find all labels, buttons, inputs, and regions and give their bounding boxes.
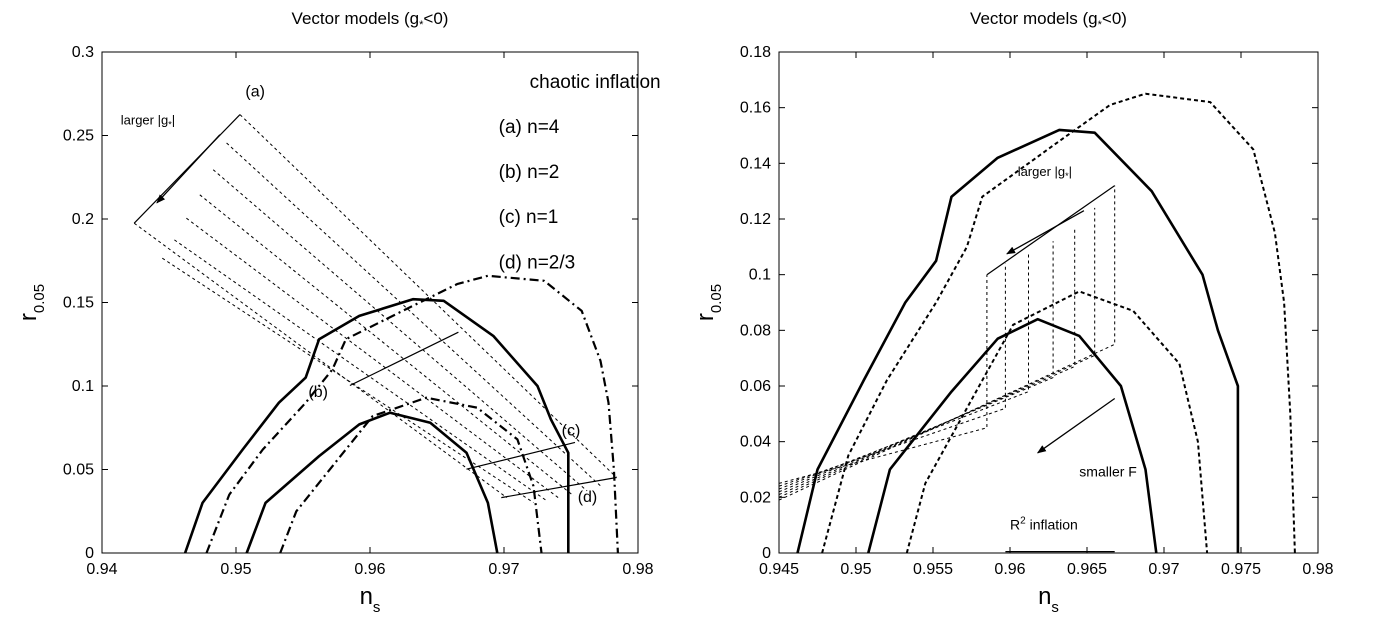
panel-left: 0.94 0.95 0.96 0.97 0.98 0 0.05 0.1 0.15 0.2 0.25 0… <box>15 9 661 616</box>
y-tick-label: 0.14 <box>740 155 771 172</box>
annotation-8: (d) n=2/3 <box>499 252 576 273</box>
arrow-1 <box>1036 397 1116 454</box>
prediction-dashed-line-2 <box>212 169 588 492</box>
y-tick-label: 0 <box>762 545 771 562</box>
x-axis-label: ns <box>360 583 381 616</box>
annotation-7: (c) n=1 <box>499 207 559 228</box>
annotation-9: larger |g*| <box>121 113 175 130</box>
prediction-dashed-line-5 <box>174 239 548 502</box>
x-tick-label: 0.945 <box>759 561 799 578</box>
prediction-solid-line-0 <box>133 114 241 224</box>
arrow-0 <box>156 134 221 204</box>
prediction-dashed-line-2 <box>779 252 1029 490</box>
prediction-dashed-line-5 <box>779 207 1096 498</box>
chart-title: Vector models (g*<0) <box>970 9 1127 31</box>
plot-area <box>133 114 619 553</box>
annotation-1: smaller F <box>1079 463 1137 479</box>
x-tick-label: 0.95 <box>220 561 251 578</box>
y-tick-label: 0.1 <box>749 267 771 284</box>
x-tick-label: 0.97 <box>488 561 519 578</box>
x-tick-label: 0.955 <box>913 561 953 578</box>
y-tick-label: 0.3 <box>72 44 94 61</box>
annotation-1: (b) <box>308 384 328 401</box>
annotation-5: (a) n=4 <box>499 117 560 138</box>
y-tick-label: 0.08 <box>740 322 771 339</box>
x-tick-label: 0.96 <box>354 561 385 578</box>
x-tick-label: 0.975 <box>1221 561 1261 578</box>
plot-frame <box>778 51 1319 554</box>
x-tick-label: 0.94 <box>86 561 117 578</box>
arrow-0 <box>1006 210 1085 255</box>
contour-solid-0 <box>183 297 570 553</box>
y-tick-label: 0.1 <box>72 378 94 395</box>
y-tick-label: 0.2 <box>72 211 94 228</box>
y-tick-label: 0.06 <box>740 378 771 395</box>
x-tick-label: 0.97 <box>1148 561 1179 578</box>
y-tick-label: 0 <box>85 545 94 562</box>
prediction-dashed-line-1 <box>226 142 601 487</box>
prediction-dashed-line-6 <box>779 185 1116 501</box>
contour-dashdot-3 <box>279 396 543 553</box>
x-tick-label: 0.95 <box>840 561 871 578</box>
contour-solid-2 <box>245 411 499 553</box>
annotation-6: (b) n=2 <box>499 162 560 183</box>
x-tick-label: 0.96 <box>994 561 1025 578</box>
y-tick-label: 0.12 <box>740 211 771 228</box>
annotation-4: chaotic inflation <box>530 72 661 93</box>
y-tick-label: 0.18 <box>740 44 771 61</box>
prediction-solid-line-2 <box>466 441 576 470</box>
y-tick-label: 0.05 <box>63 462 94 479</box>
x-tick-label: 0.98 <box>1302 561 1333 578</box>
x-axis-label: ns <box>1038 583 1059 616</box>
x-tick-label: 0.965 <box>1067 561 1107 578</box>
prediction-solid-line-3 <box>501 476 617 499</box>
y-axis-label: r0.05 <box>692 284 725 321</box>
annotation-2: (c) <box>562 422 581 439</box>
chart-title: Vector models (g*<0) <box>292 9 449 31</box>
contour-dotted-3 <box>905 290 1209 553</box>
annotation-2: R2 inflation <box>1010 515 1078 532</box>
y-tick-label: 0.16 <box>740 100 771 117</box>
prediction-dashed-line-3 <box>199 194 575 497</box>
contour-solid-2 <box>867 317 1158 553</box>
prediction-dashed-line-7 <box>133 222 507 499</box>
prediction-dashed-line-4 <box>779 227 1076 496</box>
plot-area <box>779 92 1296 553</box>
annotation-0: larger |g*| <box>1018 164 1072 181</box>
contour-dotted-1 <box>821 92 1296 553</box>
y-axis-label: r0.05 <box>15 284 48 321</box>
y-tick-label: 0.25 <box>63 128 94 145</box>
y-tick-label: 0.04 <box>740 434 771 451</box>
y-tick-label: 0.15 <box>63 295 94 312</box>
y-tick-label: 0.02 <box>740 489 771 506</box>
annotation-0: (a) <box>245 83 265 100</box>
prediction-solid-line-1 <box>349 331 459 387</box>
contour-solid-0 <box>796 128 1240 553</box>
x-tick-label: 0.98 <box>622 561 653 578</box>
prediction-solid-line-0 <box>986 185 1116 276</box>
panel-right: 0.945 0.95 0.955 0.96 0.965 0.97 0.975 0.98 0 0.0… <box>692 9 1334 616</box>
annotation-3: (d) <box>578 489 598 506</box>
contour-dashdot-1 <box>205 274 619 553</box>
prediction-dashed-line-3 <box>779 241 1054 493</box>
prediction-dashed-line-1 <box>779 263 1006 487</box>
